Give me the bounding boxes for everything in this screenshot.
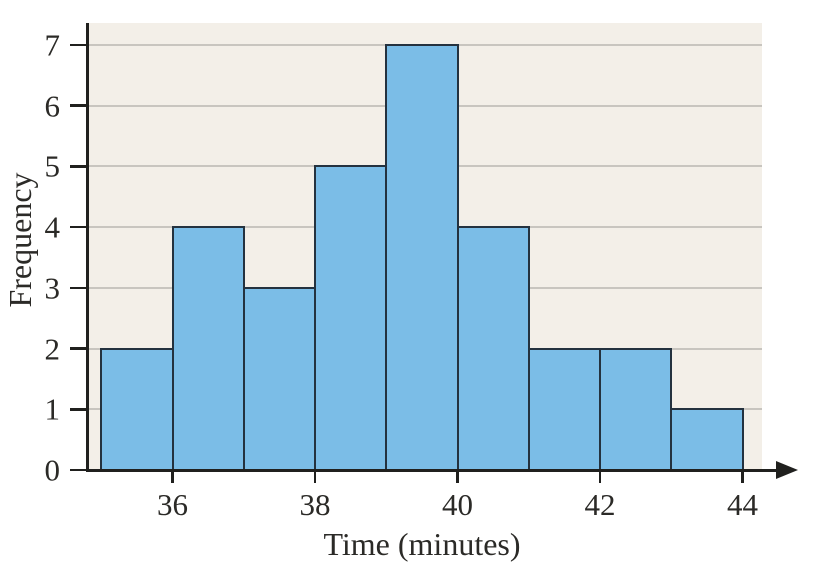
- y-tick: [70, 347, 87, 350]
- x-tick: [456, 470, 459, 483]
- histogram-bar: [171, 226, 245, 471]
- x-tick: [313, 470, 317, 483]
- y-axis-title: Frequency: [2, 172, 38, 308]
- x-tick: [741, 470, 744, 483]
- histogram-bar: [242, 286, 316, 471]
- y-tick: [70, 286, 87, 290]
- y-tick: [70, 408, 87, 411]
- histogram-bar: [456, 226, 530, 471]
- x-tick: [598, 470, 602, 483]
- histogram-bar: [100, 347, 174, 471]
- x-axis-arrow-icon: [776, 461, 798, 479]
- y-tick: [70, 104, 87, 107]
- histogram-bar: [599, 347, 673, 471]
- y-tick-label: 2: [44, 331, 61, 367]
- histogram-bar: [314, 165, 388, 471]
- y-axis: [85, 23, 89, 472]
- y-tick-label: 1: [44, 391, 61, 427]
- histogram-bar: [670, 408, 744, 471]
- y-tick: [70, 165, 87, 168]
- y-tick: [70, 43, 87, 47]
- y-tick-label: 5: [44, 148, 61, 184]
- y-tick-label: 3: [44, 270, 61, 306]
- y-tick-label: 4: [44, 209, 61, 245]
- x-tick-label: 42: [584, 487, 616, 522]
- x-axis-title: Time (minutes): [323, 526, 521, 562]
- y-tick-label: 7: [44, 27, 61, 63]
- x-tick-label: 38: [299, 487, 331, 522]
- y-tick-label: 6: [44, 88, 61, 124]
- x-tick-label: 36: [157, 487, 188, 522]
- x-axis: [85, 468, 778, 472]
- x-tick-label: 44: [727, 487, 758, 522]
- x-tick: [171, 470, 174, 483]
- histogram-bar: [527, 347, 601, 471]
- y-tick-label: 0: [44, 452, 61, 488]
- y-tick: [70, 468, 87, 472]
- x-tick-label: 40: [442, 487, 473, 522]
- histogram-bar: [385, 44, 459, 471]
- y-tick: [70, 225, 87, 229]
